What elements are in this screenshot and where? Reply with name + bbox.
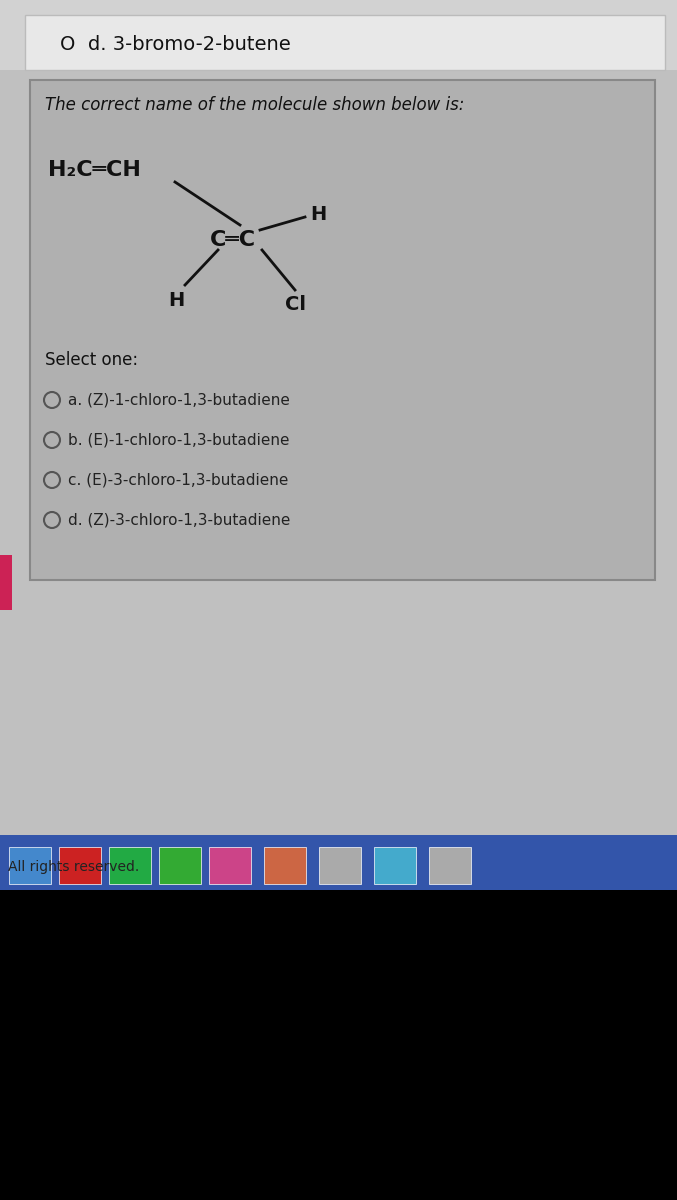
- Text: H: H: [168, 290, 184, 310]
- FancyBboxPatch shape: [159, 847, 201, 884]
- FancyBboxPatch shape: [0, 0, 677, 890]
- Text: Cl: Cl: [285, 295, 306, 314]
- FancyBboxPatch shape: [59, 847, 101, 884]
- FancyBboxPatch shape: [0, 890, 677, 1200]
- FancyBboxPatch shape: [30, 80, 655, 580]
- Text: b. (E)-1-chloro-1,3-butadiene: b. (E)-1-chloro-1,3-butadiene: [68, 432, 290, 448]
- Text: H₂C═CH: H₂C═CH: [48, 160, 141, 180]
- FancyBboxPatch shape: [9, 847, 51, 884]
- FancyBboxPatch shape: [109, 847, 151, 884]
- Text: O  d. 3-bromo-2-butene: O d. 3-bromo-2-butene: [60, 36, 290, 54]
- Text: All rights reserved.: All rights reserved.: [8, 860, 139, 874]
- Text: C═C: C═C: [210, 230, 256, 250]
- FancyBboxPatch shape: [429, 847, 471, 884]
- FancyBboxPatch shape: [374, 847, 416, 884]
- FancyBboxPatch shape: [0, 0, 677, 70]
- FancyBboxPatch shape: [0, 554, 12, 610]
- Text: a. (Z)-1-chloro-1,3-butadiene: a. (Z)-1-chloro-1,3-butadiene: [68, 392, 290, 408]
- FancyBboxPatch shape: [264, 847, 306, 884]
- Text: Select one:: Select one:: [45, 350, 138, 370]
- Text: d. (Z)-3-chloro-1,3-butadiene: d. (Z)-3-chloro-1,3-butadiene: [68, 512, 290, 528]
- Text: The correct name of the molecule shown below is:: The correct name of the molecule shown b…: [45, 96, 464, 114]
- FancyBboxPatch shape: [25, 14, 665, 70]
- Text: H: H: [310, 205, 326, 224]
- Text: c. (E)-3-chloro-1,3-butadiene: c. (E)-3-chloro-1,3-butadiene: [68, 473, 288, 487]
- FancyBboxPatch shape: [0, 835, 677, 890]
- FancyBboxPatch shape: [319, 847, 361, 884]
- FancyBboxPatch shape: [209, 847, 251, 884]
